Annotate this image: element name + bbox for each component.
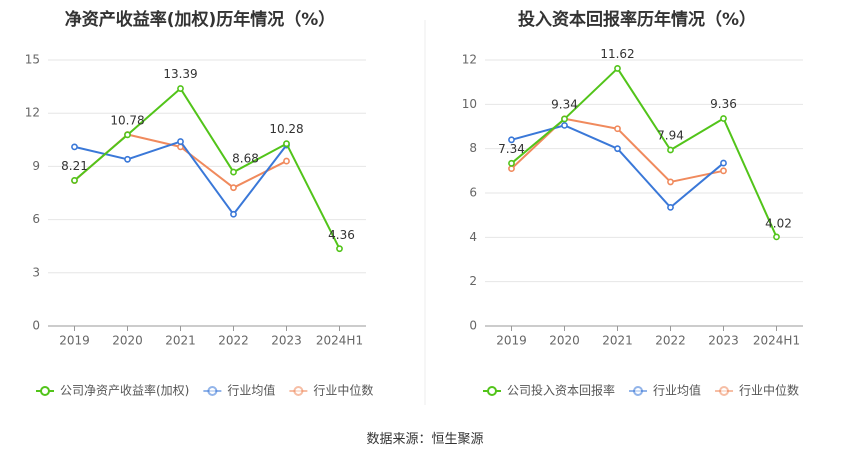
data-point-industry_avg-1 <box>124 155 131 163</box>
series-line-company-1 <box>73 87 341 250</box>
data-label-1: 13.39 <box>163 67 197 81</box>
legend-label-1: 行业中位数 <box>313 383 373 398</box>
data-label-2: 11.62 <box>600 47 634 61</box>
series-line-company-2 <box>510 67 778 238</box>
data-label-1: 4.36 <box>328 228 355 242</box>
data-label-1: 8.21 <box>61 159 88 173</box>
x-tick-label-1: 2019 <box>59 334 90 348</box>
data-label-1: 10.28 <box>269 122 303 136</box>
data-point-industry_median-2 <box>614 125 621 133</box>
y-tick-label-1: 0 <box>32 319 40 333</box>
x-tick-label-1: 2020 <box>112 334 143 348</box>
x-tick-label-2: 2023 <box>708 334 739 348</box>
data-point-industry_avg-2 <box>561 121 568 129</box>
data-point-company-1 <box>283 140 290 148</box>
data-point-company-1 <box>71 177 78 184</box>
x-tick-label-1: 2022 <box>218 334 249 348</box>
y-tick-label-2: 8 <box>469 141 477 155</box>
data-point-company-1 <box>124 131 131 139</box>
data-label-1: 8.68 <box>232 152 259 166</box>
data-label-2: 7.34 <box>498 142 525 156</box>
data-point-industry_median-1 <box>283 157 290 165</box>
y-tick-label-2: 10 <box>462 97 477 111</box>
y-tick-label-1: 9 <box>32 159 40 173</box>
data-point-company-2 <box>508 159 515 167</box>
x-tick-label-2: 2020 <box>549 334 580 348</box>
y-tick-label-2: 2 <box>469 274 477 288</box>
y-tick-label-2: 12 <box>462 53 477 67</box>
legend-swatch-marker-1 <box>207 386 218 396</box>
x-tick-label-1: 2024H1 <box>316 334 363 348</box>
chart-title-1: 净资产收益率(加权)历年情况（%） <box>65 9 336 30</box>
data-point-company-2 <box>561 115 568 123</box>
data-point-industry_avg-1 <box>71 143 78 151</box>
legend-label-1: 行业均值 <box>227 383 275 398</box>
chart-title-2: 投入资本回报率历年情况（%） <box>518 9 756 30</box>
data-point-company-1 <box>230 168 237 176</box>
data-point-industry_avg-2 <box>667 204 674 211</box>
x-tick-label-1: 2023 <box>271 334 302 348</box>
data-point-industry_avg-2 <box>614 145 621 153</box>
y-tick-label-1: 12 <box>25 106 40 120</box>
x-tick-label-2: 2019 <box>496 334 527 348</box>
y-tick-label-1: 3 <box>32 265 40 279</box>
data-label-2: 9.36 <box>710 97 737 111</box>
data-point-company-1 <box>177 85 184 92</box>
legend-label-1: 公司净资产收益率(加权) <box>60 383 189 398</box>
x-tick-label-2: 2024H1 <box>753 334 800 348</box>
y-tick-label-2: 4 <box>469 230 477 244</box>
legend-swatch-marker-2 <box>719 386 730 396</box>
x-tick-label-2: 2022 <box>655 334 686 348</box>
y-tick-label-2: 6 <box>469 186 477 200</box>
legend-swatch-marker-1 <box>40 386 50 396</box>
data-point-industry_median-2 <box>720 167 727 175</box>
data-label-2: 4.02 <box>765 216 792 230</box>
data-source-note: 数据来源：恒生聚源 <box>366 432 484 447</box>
data-point-company-2 <box>773 233 780 241</box>
data-label-1: 10.78 <box>110 113 144 127</box>
legend-label-2: 行业中位数 <box>739 383 799 398</box>
x-tick-label-1: 2021 <box>165 334 196 348</box>
data-point-company-1 <box>336 245 343 253</box>
data-label-2: 7.94 <box>657 128 684 142</box>
legend-swatch-marker-1 <box>293 386 304 396</box>
y-tick-label-1: 15 <box>25 53 40 67</box>
data-point-industry_avg-1 <box>177 138 184 145</box>
data-point-company-2 <box>667 146 674 154</box>
legend-swatch-marker-2 <box>633 386 644 396</box>
data-label-2: 9.34 <box>551 97 578 111</box>
data-point-company-2 <box>720 115 727 122</box>
data-point-company-2 <box>614 65 621 72</box>
x-tick-label-2: 2021 <box>602 334 633 348</box>
data-point-industry_median-2 <box>508 165 515 173</box>
data-point-industry_median-2 <box>667 178 674 186</box>
data-point-industry_avg-1 <box>230 210 237 218</box>
legend-label-2: 行业均值 <box>653 383 701 398</box>
y-tick-label-1: 6 <box>32 212 40 226</box>
data-point-industry_avg-2 <box>720 159 727 167</box>
data-point-industry_avg-2 <box>508 136 515 144</box>
y-tick-label-2: 0 <box>469 319 477 333</box>
legend-label-2: 公司投入资本回报率 <box>507 383 615 398</box>
data-point-industry_median-1 <box>230 184 237 192</box>
legend-swatch-marker-2 <box>487 386 497 396</box>
